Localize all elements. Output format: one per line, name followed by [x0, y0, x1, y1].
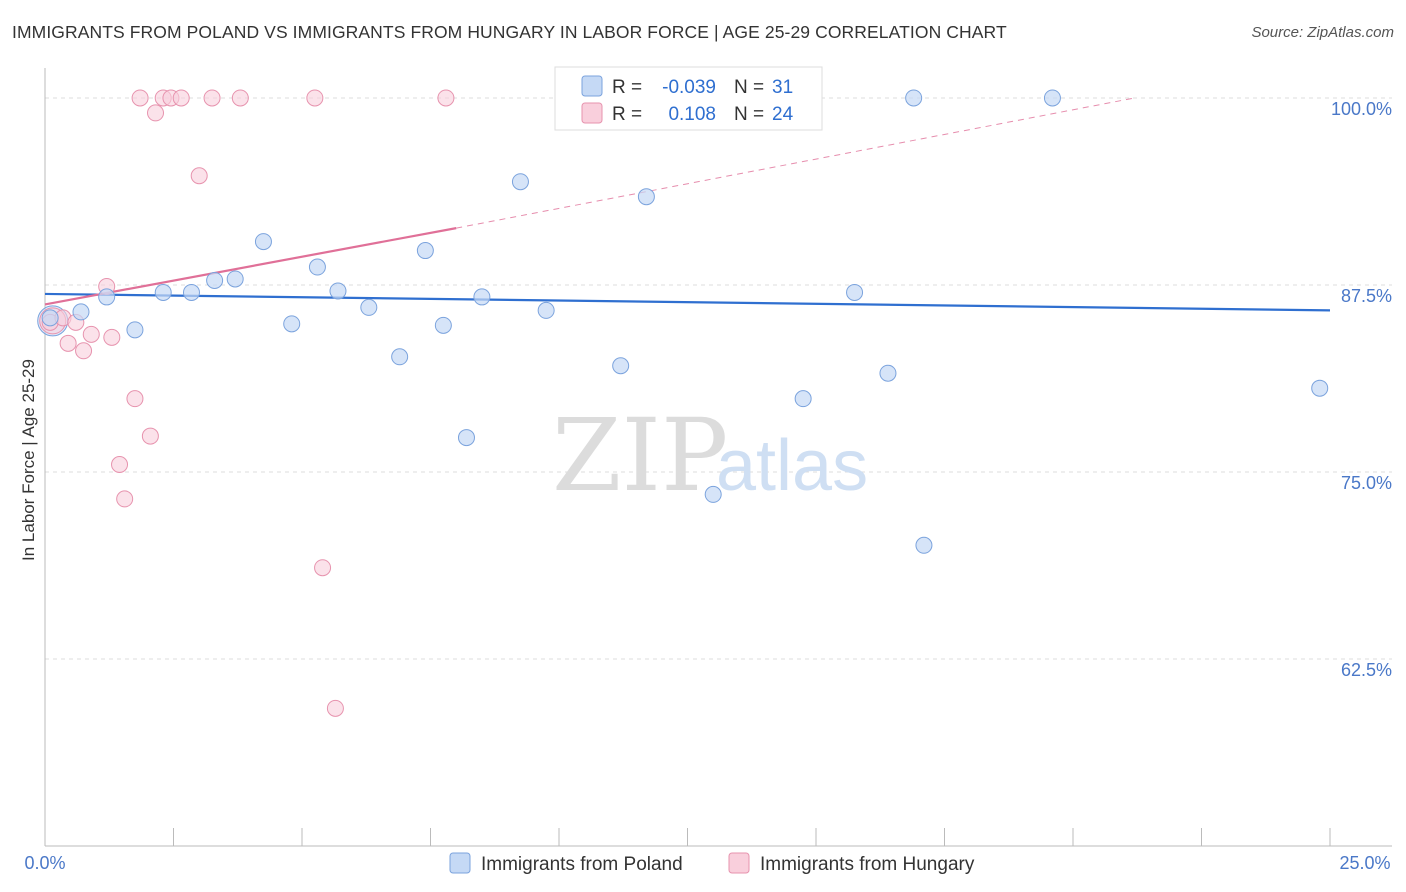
legend-n-label-hungary: N =	[734, 104, 764, 125]
x-tick-label-max: 25.0%	[1339, 853, 1390, 873]
point-poland	[226, 270, 244, 288]
point-hungary	[141, 427, 159, 445]
point-hungary	[203, 89, 221, 107]
legend-n-value-poland: 31	[772, 77, 793, 98]
point-hungary	[59, 334, 77, 352]
point-poland	[154, 283, 172, 301]
point-hungary	[172, 89, 190, 107]
point-hungary	[126, 390, 144, 408]
point-hungary	[437, 89, 455, 107]
point-hungary	[326, 699, 344, 717]
point-poland	[434, 316, 452, 334]
data-points	[37, 89, 1329, 717]
point-poland	[254, 233, 272, 251]
point-poland	[704, 485, 722, 503]
axes	[44, 68, 1392, 847]
point-poland	[360, 298, 378, 316]
watermark-atlas: atlas	[716, 426, 868, 506]
point-poland	[511, 173, 529, 191]
point-hungary	[190, 167, 208, 185]
y-tick-label: 100.0%	[1331, 99, 1392, 119]
bottom-legend-swatch-hungary	[728, 852, 750, 874]
point-hungary	[231, 89, 249, 107]
x-tick-label-min: 0.0%	[24, 853, 65, 873]
point-poland	[879, 364, 897, 382]
point-poland	[794, 390, 812, 408]
y-tick-label: 62.5%	[1341, 660, 1392, 680]
point-hungary	[306, 89, 324, 107]
point-hungary	[111, 455, 129, 473]
point-poland	[206, 271, 224, 289]
point-hungary	[103, 328, 121, 346]
point-hungary	[131, 89, 149, 107]
point-poland	[182, 283, 200, 301]
point-poland	[846, 283, 864, 301]
point-poland	[329, 282, 347, 300]
point-poland	[308, 258, 326, 276]
legend-r-value-hungary: 0.108	[668, 104, 716, 125]
trend-lines	[44, 97, 1331, 312]
watermark-zip: ZIP	[552, 397, 728, 514]
bottom-legend: Immigrants from Poland Immigrants from H…	[449, 852, 975, 875]
point-hungary	[75, 342, 93, 360]
chart-title: IMMIGRANTS FROM POLAND VS IMMIGRANTS FRO…	[12, 22, 1007, 42]
trend-line-hungary	[44, 227, 457, 306]
point-poland	[537, 301, 555, 319]
point-hungary	[314, 559, 332, 577]
legend-swatch-hungary	[581, 102, 603, 124]
point-poland	[1311, 379, 1329, 397]
point-poland	[41, 309, 59, 327]
point-poland	[283, 315, 301, 333]
bottom-legend-label-poland: Immigrants from Poland	[481, 854, 683, 875]
y-tick-label: 87.5%	[1341, 286, 1392, 306]
stats-legend: R = -0.039 N = 31 R = 0.108 N = 24	[554, 66, 823, 131]
point-poland	[637, 188, 655, 206]
trend-line-poland	[44, 292, 1331, 312]
bottom-legend-label-hungary: Immigrants from Hungary	[760, 854, 975, 875]
point-poland	[1043, 89, 1061, 107]
point-poland	[915, 536, 933, 554]
gridlines	[45, 97, 1392, 660]
bottom-legend-swatch-poland	[449, 852, 471, 874]
point-poland	[612, 357, 630, 375]
point-hungary	[147, 104, 165, 122]
trend-line-hungary-extension	[456, 97, 1135, 229]
tick-labels: 62.5% 75.0% 87.5% 100.0% 0.0% 25.0%	[24, 99, 1392, 873]
point-poland	[416, 242, 434, 260]
point-poland	[72, 303, 90, 321]
point-poland	[473, 288, 491, 306]
legend-n-label-poland: N =	[734, 77, 764, 98]
legend-r-label-poland: R =	[612, 77, 642, 98]
point-poland	[457, 429, 475, 447]
point-poland	[391, 348, 409, 366]
watermark: ZIP atlas	[552, 397, 868, 514]
point-hungary	[82, 325, 100, 343]
legend-swatch-poland	[581, 75, 603, 97]
y-axis-title: In Labor Force | Age 25-29	[19, 359, 38, 561]
y-tick-label: 75.0%	[1341, 473, 1392, 493]
point-hungary	[116, 490, 134, 508]
chart-source: Source: ZipAtlas.com	[1251, 24, 1394, 41]
legend-n-value-hungary: 24	[772, 104, 794, 125]
point-poland	[126, 321, 144, 339]
legend-r-label-hungary: R =	[612, 104, 642, 125]
point-poland	[905, 89, 923, 107]
point-poland	[98, 288, 116, 306]
legend-r-value-poland: -0.039	[662, 77, 716, 98]
